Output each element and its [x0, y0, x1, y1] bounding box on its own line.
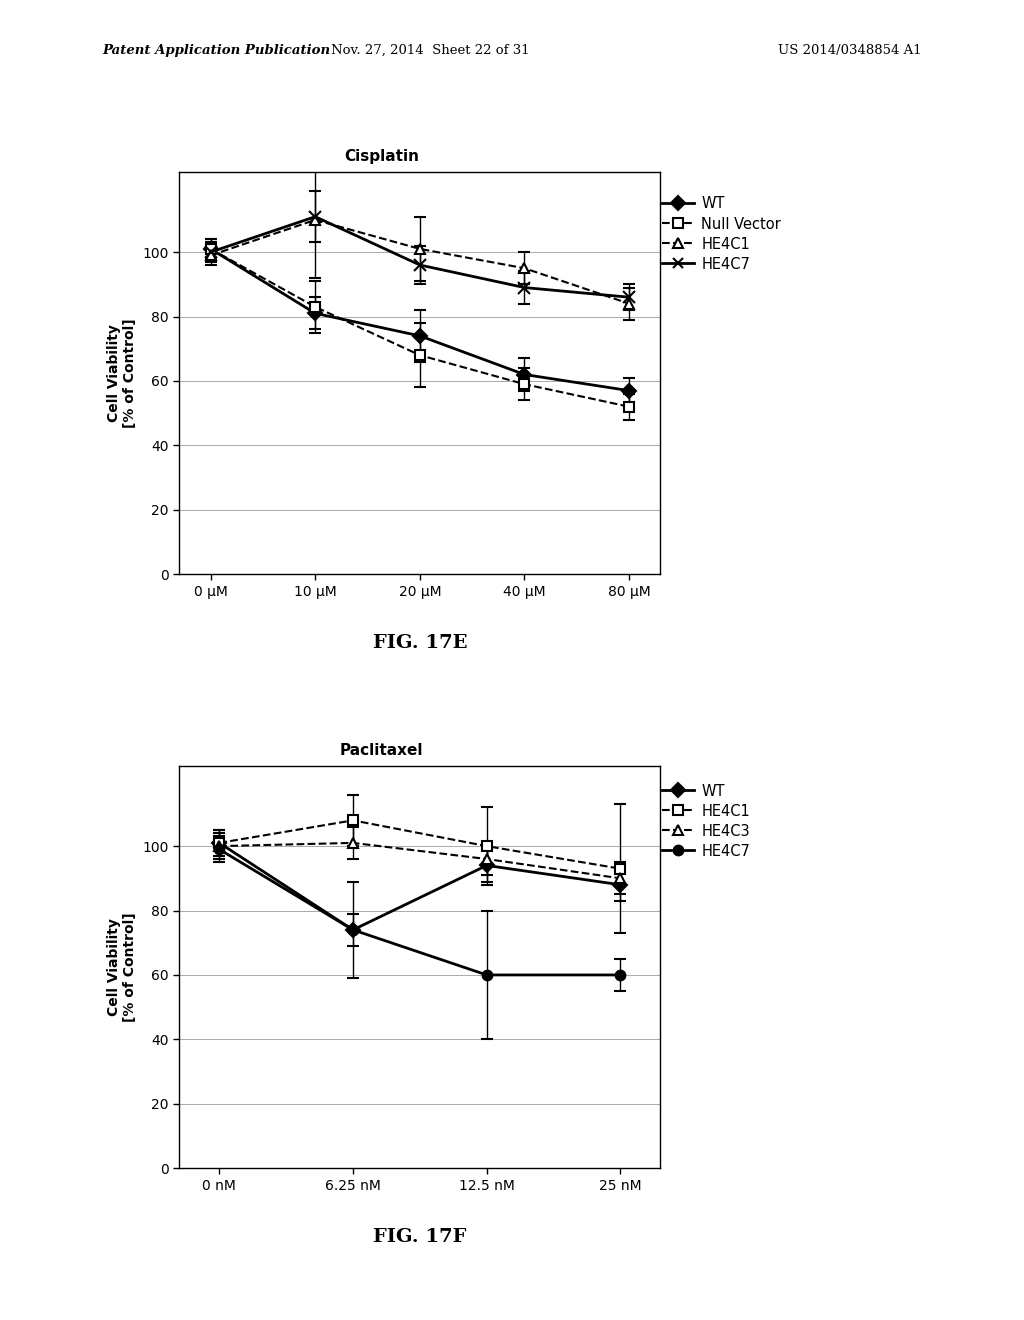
- Text: Patent Application Publication: Patent Application Publication: [102, 44, 331, 57]
- Text: FIG. 17F: FIG. 17F: [373, 1228, 467, 1246]
- Text: Paclitaxel: Paclitaxel: [340, 743, 423, 758]
- Y-axis label: Cell Viability
[% of Control]: Cell Viability [% of Control]: [106, 912, 137, 1022]
- Text: Cisplatin: Cisplatin: [344, 149, 419, 164]
- Text: US 2014/0348854 A1: US 2014/0348854 A1: [778, 44, 922, 57]
- Y-axis label: Cell Viability
[% of Control]: Cell Viability [% of Control]: [106, 318, 137, 428]
- Text: FIG. 17E: FIG. 17E: [373, 634, 467, 652]
- Legend: WT, Null Vector, HE4C1, HE4C7: WT, Null Vector, HE4C1, HE4C7: [657, 193, 785, 276]
- Legend: WT, HE4C1, HE4C3, HE4C7: WT, HE4C1, HE4C3, HE4C7: [657, 780, 755, 863]
- Text: Nov. 27, 2014  Sheet 22 of 31: Nov. 27, 2014 Sheet 22 of 31: [331, 44, 529, 57]
